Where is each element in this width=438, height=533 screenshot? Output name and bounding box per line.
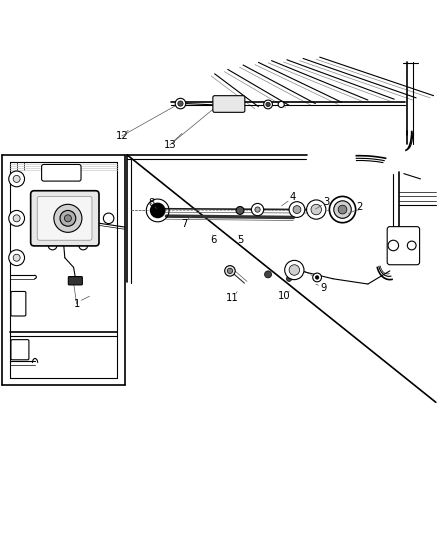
Circle shape [315,276,319,279]
Circle shape [266,102,270,107]
Circle shape [285,260,304,280]
FancyBboxPatch shape [387,227,420,265]
Circle shape [13,175,20,182]
Circle shape [293,206,301,214]
FancyBboxPatch shape [42,165,81,181]
Circle shape [9,211,25,226]
Text: 5: 5 [237,235,243,245]
Circle shape [407,241,416,250]
FancyBboxPatch shape [37,197,92,240]
Circle shape [289,265,300,275]
FancyBboxPatch shape [11,292,26,316]
Circle shape [278,101,284,108]
Circle shape [255,207,260,212]
Text: 12: 12 [115,131,128,141]
Circle shape [289,201,305,217]
Circle shape [178,101,183,106]
Circle shape [265,271,272,278]
Text: 7: 7 [181,219,187,229]
Circle shape [236,206,244,214]
Circle shape [264,100,272,109]
Text: 10: 10 [278,291,290,301]
Circle shape [338,205,347,214]
Text: 11: 11 [226,293,239,303]
Circle shape [9,171,25,187]
Text: 2: 2 [356,203,362,212]
Circle shape [48,241,57,250]
Circle shape [64,215,71,222]
Text: 13: 13 [164,140,176,150]
Circle shape [334,201,351,219]
Circle shape [175,98,186,109]
Text: 4: 4 [290,192,296,203]
Text: 6: 6 [211,235,217,245]
Circle shape [388,240,399,251]
Circle shape [251,204,264,216]
Text: 3: 3 [323,197,329,207]
Circle shape [13,215,20,222]
Circle shape [9,250,25,265]
FancyBboxPatch shape [11,340,29,360]
Circle shape [13,254,20,261]
Circle shape [313,273,321,282]
Text: 1: 1 [74,298,80,309]
FancyBboxPatch shape [68,277,82,285]
FancyBboxPatch shape [213,96,245,112]
Text: 9: 9 [320,284,326,293]
Circle shape [54,204,82,232]
Circle shape [311,204,321,215]
Circle shape [286,276,292,281]
Circle shape [79,241,88,250]
FancyBboxPatch shape [31,191,99,246]
Circle shape [60,211,76,226]
Circle shape [103,213,114,223]
Circle shape [151,204,165,217]
Circle shape [307,200,326,219]
Circle shape [227,268,233,273]
Circle shape [225,265,235,276]
Circle shape [329,197,356,223]
Text: 8: 8 [148,198,154,208]
